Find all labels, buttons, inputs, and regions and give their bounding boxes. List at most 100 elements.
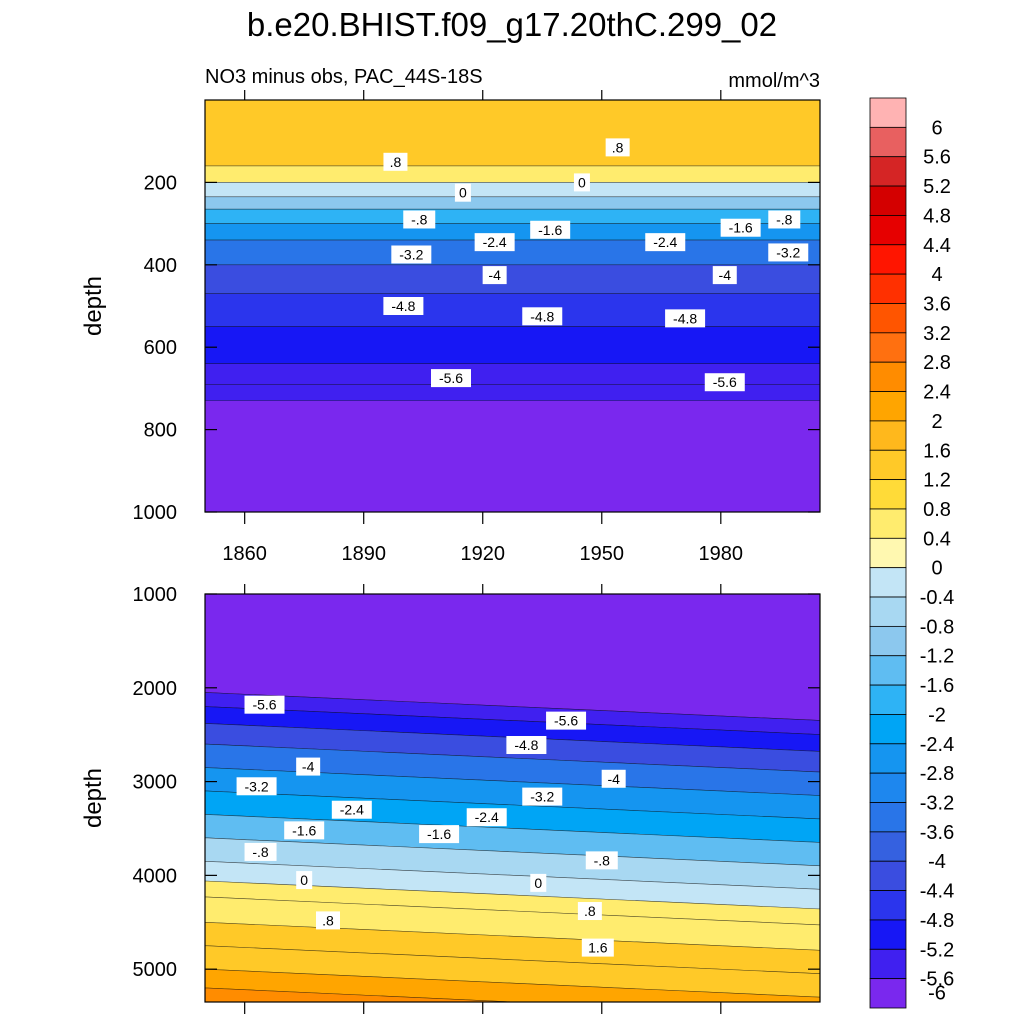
svg-text:-.8: -.8 <box>776 211 793 227</box>
y-axis-label: depth <box>80 768 107 828</box>
contour-label: -4.8 <box>665 309 706 328</box>
svg-text:-5.6: -5.6 <box>439 370 463 386</box>
contour-band-lower-14 <box>205 968 820 1002</box>
colorbar-swatch <box>869 772 907 803</box>
contour-label: -.8 <box>768 210 801 229</box>
svg-text:-4.8: -4.8 <box>673 310 697 326</box>
contour-label: -4.8 <box>522 307 563 326</box>
contour-label: -4 <box>482 266 507 285</box>
contour-band-lower-10 <box>205 880 820 926</box>
colorbar-swatch <box>869 97 907 128</box>
colorbar-label: 0.8 <box>923 499 951 521</box>
colorbar-label: 1.6 <box>923 440 951 462</box>
contour-label: 1.6 <box>581 938 614 957</box>
colorbar-swatch <box>869 596 907 627</box>
contour-label: -4.8 <box>383 297 424 315</box>
colorbar-label: -0.8 <box>920 616 954 638</box>
contour-label: -1.6 <box>284 821 325 840</box>
colorbar-swatch <box>869 479 907 510</box>
contour-band-upper-9 <box>205 326 820 364</box>
svg-text:-.8: -.8 <box>252 844 269 860</box>
contour-label: -5.6 <box>244 695 285 714</box>
y-tick-label: 600 <box>144 337 177 359</box>
svg-text:1.6: 1.6 <box>588 940 608 956</box>
svg-text:-1.6: -1.6 <box>538 222 562 238</box>
contour-label: 0 <box>454 183 471 202</box>
svg-text:-4: -4 <box>607 771 620 787</box>
x-tick-label: 1980 <box>699 543 744 565</box>
colorbar-swatch <box>869 185 907 216</box>
colorbar-label: 4 <box>931 264 942 286</box>
colorbar-swatch <box>869 567 907 598</box>
colorbar-swatch <box>869 361 907 392</box>
svg-text:-.8: -.8 <box>594 852 611 868</box>
colorbar-swatch <box>869 831 907 862</box>
contour-label: -.8 <box>403 210 436 229</box>
contour-band-upper-2 <box>205 182 820 198</box>
colorbar-label: -4.8 <box>920 910 954 932</box>
colorbar-swatch <box>869 273 907 304</box>
contour-label: -2.4 <box>331 800 372 819</box>
svg-text:.8: .8 <box>322 912 334 928</box>
contour-band-upper-7 <box>205 264 820 294</box>
colorbar-swatch <box>869 655 907 686</box>
contour-band-upper-11 <box>205 383 820 402</box>
colorbar-label: 3.2 <box>923 323 951 345</box>
chart-title: b.e20.BHIST.f09_g17.20thC.299_02 <box>247 6 777 43</box>
colorbar-label: 5.6 <box>923 147 951 169</box>
colorbar-label: 3.6 <box>923 293 951 315</box>
colorbar-swatch <box>869 860 907 891</box>
contour-label: -5.6 <box>546 711 587 730</box>
y-tick-label: 5000 <box>133 959 178 981</box>
colorbar-swatch <box>869 625 907 657</box>
svg-text:-4: -4 <box>488 267 501 283</box>
colorbar-swatch <box>869 948 907 980</box>
svg-text:0: 0 <box>300 872 308 888</box>
plot-frame-upper <box>204 99 821 513</box>
colorbar-swatch <box>869 215 907 246</box>
panel-subtitle-left: NO3 minus obs, PAC_44S-18S <box>205 66 483 88</box>
x-tick-label: 1950 <box>580 543 625 565</box>
colorbar-label: 2.8 <box>923 352 951 374</box>
contour-band-lower-2 <box>205 706 820 752</box>
panel-upper: .8 .8 0 0 -.8 -.8 -1.6 -1.6 -2.4 -2.4 -3.2 -3.2 -4 -4… <box>80 90 821 565</box>
y-axis-label: depth <box>80 276 107 336</box>
colorbar-label: -2 <box>928 704 946 726</box>
svg-text:-2.4: -2.4 <box>475 809 499 825</box>
y-tick-label: 4000 <box>133 865 178 887</box>
colorbar-swatch <box>869 156 907 187</box>
colorbar-swatch <box>869 126 907 158</box>
panel-lower: -5.6 -5.6 -4.8 -4 -4 -3.2 -3.2 -2.4 -2.4 -1.6 -1.6… <box>80 584 821 1014</box>
y-tick-label: 400 <box>144 255 177 277</box>
colorbar-label: -2.8 <box>920 763 954 785</box>
colorbar: 6 5.6 5.2 4.8 4.4 4 3.6 3.2 2.8 2.4 2 1.6 1.2 0.8 0.4 0… <box>869 97 954 1009</box>
contour-band-lower-12 <box>205 921 820 975</box>
colorbar-swatch <box>869 743 907 774</box>
colorbar-label: -3.2 <box>920 793 954 815</box>
svg-text:0: 0 <box>459 185 467 201</box>
svg-text:-2.4: -2.4 <box>340 802 364 818</box>
colorbar-label: -6 <box>928 982 946 1004</box>
y-tick-label: 800 <box>144 420 177 442</box>
svg-text:-4: -4 <box>302 759 315 775</box>
contour-label: -3.2 <box>391 245 432 264</box>
svg-text:-5.6: -5.6 <box>554 713 578 729</box>
contour-label: -4 <box>712 266 737 285</box>
colorbar-label: -5.2 <box>920 939 954 961</box>
colorbar-swatch <box>869 420 907 451</box>
contour-label: -3.2 <box>522 787 563 806</box>
contour-band-upper-3 <box>205 196 820 210</box>
contour-label: -4 <box>601 769 626 788</box>
contour-label: -2.4 <box>466 808 507 827</box>
contour-label: -1.6 <box>419 825 460 844</box>
contour-label: -2.4 <box>474 233 515 252</box>
contour-band-lower-1 <box>205 692 820 735</box>
colorbar-swatch <box>869 890 907 921</box>
colorbar-swatch <box>869 978 907 1009</box>
colorbar-label: -1.6 <box>920 675 954 697</box>
svg-text:0: 0 <box>578 174 586 190</box>
contour-band-upper-0 <box>205 100 820 167</box>
panel-subtitle-right: mmol/m^3 <box>728 70 820 92</box>
svg-text:.8: .8 <box>584 903 596 919</box>
